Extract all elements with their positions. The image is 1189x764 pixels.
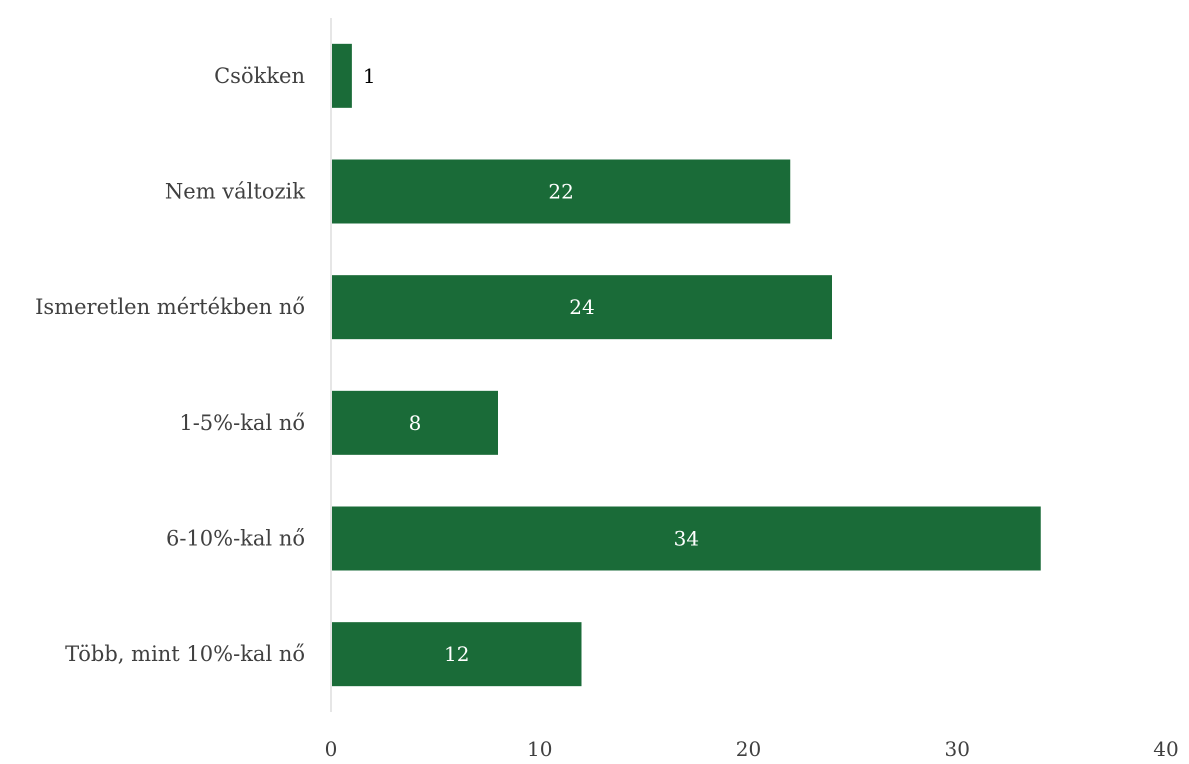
data-label: 24	[569, 295, 594, 319]
data-label: 8	[409, 411, 422, 435]
x-tick-label: 30	[945, 737, 970, 761]
bar	[332, 390, 498, 455]
data-label: 12	[444, 642, 469, 666]
category-label: 6-10%-kal nő	[166, 527, 305, 551]
category-label: 1-5%-kal nő	[179, 411, 305, 435]
x-tick-label: 20	[736, 737, 761, 761]
x-tick-label: 0	[325, 737, 338, 761]
category-label: Ismeretlen mértékben nő	[35, 295, 305, 319]
category-label: Nem változik	[165, 180, 305, 204]
category-label: Több, mint 10%-kal nő	[65, 642, 305, 666]
bar	[332, 159, 791, 224]
label-layer: 0 10 20 30 40 Csökken 1 Nem változik 22 Ismeretle…	[35, 64, 1179, 761]
x-tick-label: 10	[527, 737, 552, 761]
data-label: 22	[548, 180, 573, 204]
bar	[332, 43, 352, 108]
bar	[332, 506, 1041, 571]
bar	[332, 622, 582, 687]
bar	[332, 275, 832, 340]
category-label: Csökken	[214, 64, 305, 88]
data-label: 34	[674, 527, 699, 551]
bar-layer	[332, 43, 1041, 687]
data-label: 1	[363, 64, 376, 88]
x-tick-label: 40	[1153, 737, 1178, 761]
